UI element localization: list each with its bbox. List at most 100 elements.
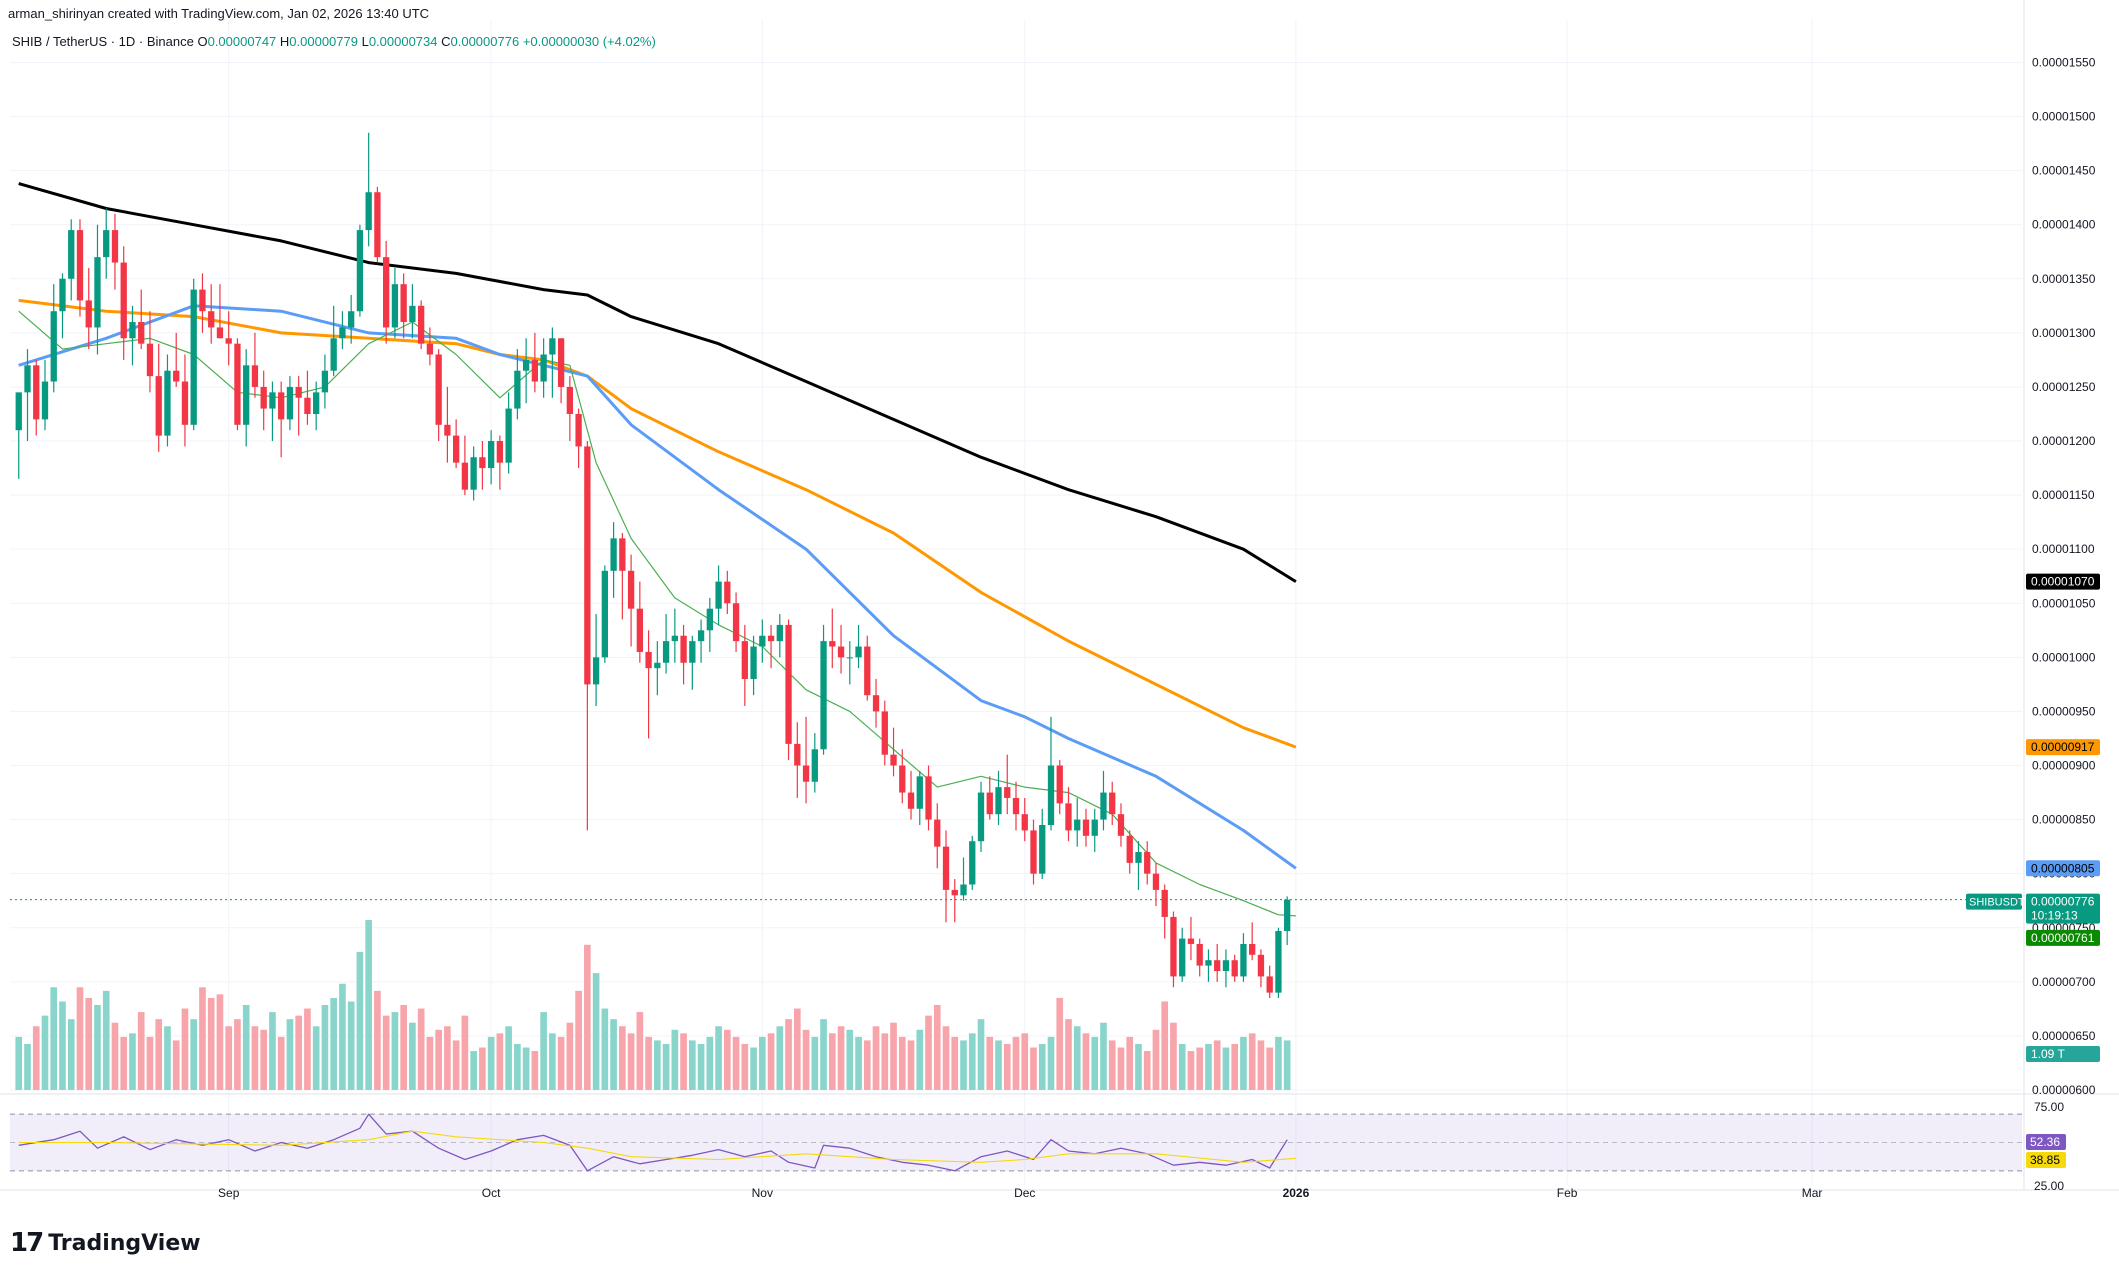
candle-body: [671, 635, 678, 642]
volume-bar: [1248, 1033, 1256, 1090]
date-tick-label: Dec: [1014, 1186, 1035, 1200]
price-label-text: 1.09 T: [2031, 1047, 2065, 1061]
candle-body: [951, 889, 958, 896]
volume-bar: [435, 1029, 442, 1090]
candle-body: [1249, 943, 1256, 955]
volume-bar: [575, 990, 582, 1090]
volume-bar: [269, 1012, 276, 1090]
volume-bar: [1108, 1040, 1116, 1090]
candle-body: [522, 359, 530, 371]
rsi-tick-label: 25.00: [2034, 1179, 2064, 1193]
candle-body: [269, 392, 276, 409]
candle-body: [1030, 830, 1037, 874]
volume-bar: [1275, 1036, 1282, 1090]
volume-bar: [951, 1036, 959, 1090]
candle-body: [829, 641, 836, 647]
candle-body: [907, 792, 915, 809]
date-tick-label: Sep: [218, 1186, 240, 1200]
price-tick-label: 0.00000900: [2032, 759, 2096, 773]
price-label-box: [2026, 573, 2100, 590]
volume-bar: [863, 1040, 871, 1090]
candle-body: [1196, 943, 1203, 966]
candle-body: [1187, 938, 1195, 944]
volume-bar: [24, 1043, 31, 1090]
volume-bar: [1240, 1036, 1247, 1090]
candle-body: [557, 338, 565, 387]
ma-blue-line: [18, 304, 1297, 870]
volume-bar: [286, 1019, 294, 1090]
candle-body: [278, 392, 285, 420]
price-tick-label: 0.00001400: [2032, 218, 2096, 232]
candle-body: [1065, 803, 1072, 831]
price-tick-label: 0.00001250: [2032, 380, 2096, 394]
price-label-text: 0.00000776: [2031, 895, 2095, 909]
candle-body: [356, 230, 364, 312]
candle-body: [689, 641, 696, 663]
volume-bar: [129, 1033, 136, 1090]
candle-body: [531, 359, 539, 382]
volume-bar: [164, 1026, 171, 1090]
volume-bar: [741, 1043, 749, 1090]
volume-bar: [409, 1022, 416, 1090]
volume-bar: [750, 1047, 757, 1090]
candle-body: [138, 322, 145, 344]
volume-bar: [391, 1012, 399, 1090]
volume-bar: [715, 1026, 722, 1090]
volume-bar: [1056, 997, 1064, 1090]
volume-bar: [1065, 1019, 1072, 1090]
candle-body: [654, 662, 661, 669]
ohlc-value-o: 0.00000747: [207, 34, 277, 49]
volume-bar: [1222, 1047, 1230, 1090]
volume-bar: [461, 1015, 469, 1090]
candle-body: [837, 646, 845, 658]
price-tick-label: 0.00000950: [2032, 704, 2096, 718]
volume-bar: [487, 1036, 495, 1090]
candle-body: [706, 608, 713, 631]
volume-bar: [304, 1008, 311, 1090]
candle-body: [129, 322, 136, 339]
ohlc-label-h: H: [276, 34, 290, 49]
candle-body: [216, 327, 224, 339]
rsi-tick-label: 75.00: [2034, 1100, 2064, 1114]
volume-bar: [732, 1036, 740, 1090]
candle-body: [68, 230, 75, 279]
publish-info: arman_shirinyan created with TradingView…: [8, 6, 430, 21]
volume-bar: [199, 987, 206, 1090]
volume-bar: [855, 1036, 862, 1090]
candle-body: [899, 765, 906, 793]
candle-body: [627, 570, 635, 609]
volume-bar: [1266, 1047, 1274, 1090]
candle-body: [1152, 873, 1160, 890]
volume-bar: [689, 1040, 696, 1090]
volume-bar: [1213, 1040, 1221, 1090]
price-tick-label: 0.00000850: [2032, 813, 2096, 827]
candle-body: [1126, 835, 1133, 863]
rsi-band: [10, 1114, 2022, 1171]
candle-body: [645, 651, 652, 669]
price-tick-label: 0.00000600: [2032, 1083, 2096, 1097]
volume-bar: [540, 1012, 547, 1090]
candle-body: [759, 635, 766, 647]
candle-body: [76, 230, 84, 301]
ohlc-value-h: 0.00000779: [289, 34, 358, 49]
ma-black-line: [18, 182, 1297, 583]
volume-bar: [400, 1005, 407, 1090]
volume-bar: [207, 997, 215, 1090]
candle-body: [549, 338, 556, 355]
volume-bar: [251, 1026, 259, 1090]
volume-bar: [111, 1022, 119, 1090]
candle-body: [181, 381, 189, 425]
volume-bar: [1257, 1040, 1265, 1090]
candle-body: [1170, 916, 1177, 977]
brand-name: TradingView: [48, 1230, 201, 1256]
candle-body: [400, 284, 407, 323]
volume-bar: [137, 1012, 145, 1090]
volume-bar: [15, 1036, 23, 1090]
tradingview-brand[interactable]: 𝟭𝟳 TradingView: [10, 1228, 201, 1258]
candle-body: [452, 435, 460, 463]
volume-bar: [522, 1047, 530, 1090]
candle-body: [286, 386, 294, 420]
volume-bar: [592, 973, 600, 1090]
symbol-title: SHIB / TetherUS · 1D · Binance: [12, 34, 194, 49]
